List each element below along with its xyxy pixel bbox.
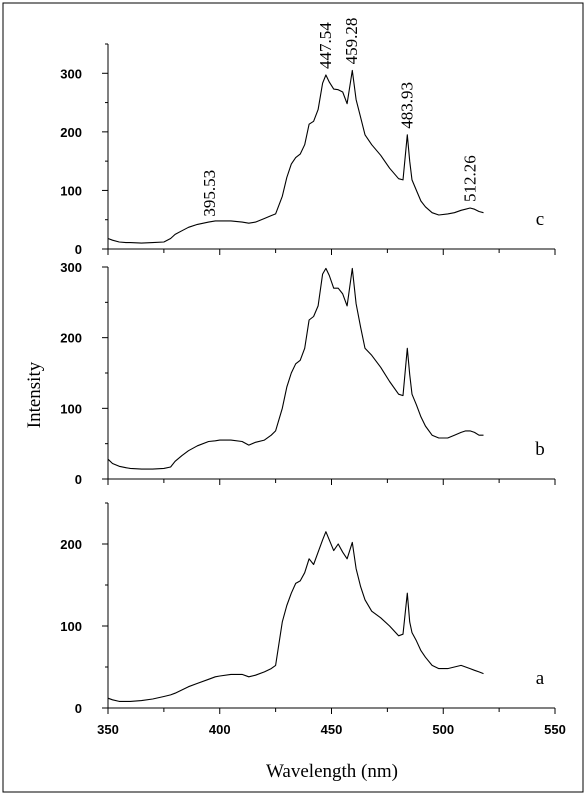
x-axis-title: Wavelength (nm) <box>266 761 398 782</box>
y-tick-label: 0 <box>75 701 82 716</box>
peak-label: 395.53 <box>200 170 219 217</box>
panel-label-b: b <box>535 439 545 460</box>
y-tick-label: 100 <box>60 183 82 198</box>
y-tick-label: 200 <box>60 125 82 140</box>
y-tick-label: 300 <box>60 66 82 81</box>
peak-label: 483.93 <box>397 82 416 129</box>
panel-c: 0 100 200 300 c 395.53 447.54 459.28 483.93 512.2… <box>60 18 556 257</box>
peak-label: 459.28 <box>342 18 361 65</box>
panel-label-c: c <box>536 209 544 230</box>
y-axis-title: Intensity <box>24 361 45 428</box>
y-tick-label: 0 <box>75 472 82 487</box>
figure-border <box>2 2 584 793</box>
y-tick-label: 100 <box>60 401 82 416</box>
x-tick-label: 500 <box>432 722 454 737</box>
x-tick-label: 400 <box>209 722 231 737</box>
x-tick-label: 550 <box>544 722 566 737</box>
panel-b: 0 100 200 300 b <box>60 260 556 487</box>
series-line <box>107 267 484 470</box>
y-tick-label: 200 <box>60 331 82 346</box>
x-tick-label: 450 <box>321 722 343 737</box>
peak-label: 512.26 <box>461 155 480 202</box>
y-tick-label: 100 <box>60 619 82 634</box>
peak-label: 447.54 <box>316 22 335 69</box>
y-tick-label: 200 <box>60 537 82 552</box>
y-tick-label: 300 <box>60 260 82 275</box>
series-line <box>107 69 484 244</box>
panel-label-a: a <box>536 668 545 689</box>
x-tick-label: 350 <box>97 722 119 737</box>
series-line <box>107 531 484 702</box>
y-tick-label: 0 <box>75 242 82 257</box>
panel-a: 0 100 200 a <box>60 502 556 716</box>
